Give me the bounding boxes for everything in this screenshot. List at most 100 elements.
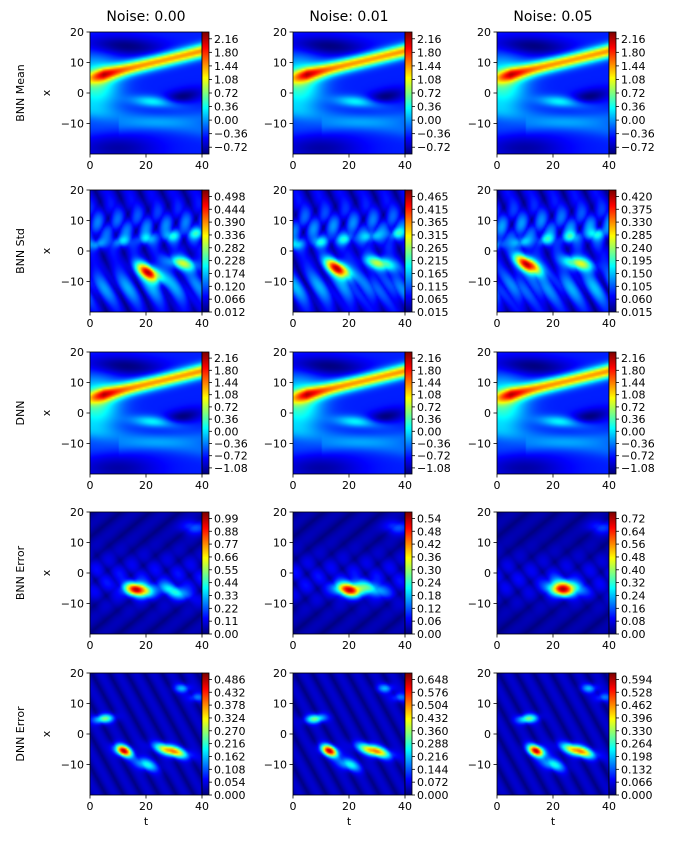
colorbar-tick-label: 0.264	[621, 738, 653, 751]
y-tick-label: 10	[70, 215, 84, 228]
x-tick-label: 40	[398, 159, 412, 172]
colorbar-tick-label: 0.215	[417, 255, 449, 268]
colorbar-tick-label: 0.228	[214, 255, 246, 268]
x-tick-label: 0	[494, 639, 501, 652]
y-axis-label: x	[40, 409, 53, 416]
y-tick-label: 20	[273, 346, 287, 359]
x-tick-label: 0	[290, 800, 297, 813]
colorbar-tick-label: 0.390	[214, 216, 246, 229]
x-tick-label: 40	[398, 317, 412, 330]
heatmap-image	[90, 352, 202, 474]
colorbar-tick-label: 0.115	[417, 280, 449, 293]
colorbar-tick-label: 0.270	[214, 725, 246, 738]
y-tick-label: 20	[477, 26, 491, 39]
heatmap-panel: 20 10 0 −10 0 20 40 x 2.161.801.441.080.720.360.…	[40, 26, 248, 172]
x-tick-label: 0	[494, 800, 501, 813]
colorbar-tick-label: 0.72	[621, 87, 646, 100]
colorbar-tick-label: 0.22	[214, 602, 239, 615]
colorbar-tick-label: 0.528	[621, 686, 653, 699]
colorbar-tick-label: −0.36	[214, 438, 248, 451]
colorbar-tick-label: −0.36	[417, 128, 451, 141]
y-tick-label: 10	[70, 537, 84, 550]
x-tick-label: 20	[546, 317, 560, 330]
colorbar-tick-label: 0.375	[621, 203, 653, 216]
colorbar-frame	[404, 672, 413, 796]
y-tick-label: 20	[273, 184, 287, 197]
heatmap-image	[90, 673, 202, 795]
column-title: Noise: 0.05	[513, 9, 592, 25]
colorbar-tick-label: 0.420	[621, 190, 653, 203]
colorbar-tick-label: 0.00	[417, 114, 442, 127]
colorbar-tick-label: 0.12	[417, 602, 442, 615]
y-tick-label: 10	[477, 215, 491, 228]
colorbar-tick-label: −0.36	[621, 438, 655, 451]
row-label: BNN Error	[14, 545, 27, 600]
column-title: Noise: 0.00	[106, 9, 185, 25]
x-tick-label: 40	[195, 159, 209, 172]
colorbar-tick-label: 2.16	[214, 352, 239, 365]
x-tick-label: 20	[139, 479, 153, 492]
colorbar-tick-label: 0.55	[214, 564, 239, 577]
x-tick-label: 0	[494, 317, 501, 330]
colorbar-tick-label: 0.462	[621, 699, 653, 712]
colorbar-tick-label: 1.44	[417, 377, 442, 390]
colorbar-tick-label: 0.08	[621, 615, 646, 628]
colorbar-tick-label: 0.44	[214, 577, 239, 590]
colorbar-tick-label: 0.36	[621, 101, 646, 114]
heatmap-image	[90, 512, 202, 634]
colorbar-tick-label: 0.594	[621, 673, 653, 686]
heatmap-image	[497, 673, 609, 795]
colorbar-tick-label: 0.066	[214, 293, 246, 306]
y-tick-label: −10	[264, 438, 287, 451]
colorbar-tick-label: 2.16	[621, 352, 646, 365]
y-axis-label: x	[40, 247, 53, 254]
colorbar-tick-label: −0.72	[621, 141, 655, 154]
y-tick-label: −10	[468, 598, 491, 611]
colorbar-tick-label: −1.08	[417, 462, 451, 475]
colorbar-tick-label: 0.015	[417, 306, 449, 319]
colorbar-frame	[201, 672, 210, 796]
y-tick-label: −10	[264, 598, 287, 611]
x-tick-label: 0	[494, 159, 501, 172]
colorbar-tick-label: 2.16	[417, 352, 442, 365]
y-tick-label: −10	[468, 276, 491, 289]
x-tick-label: 40	[195, 479, 209, 492]
row-label: DNN	[14, 401, 27, 426]
x-tick-label: 0	[87, 479, 94, 492]
y-tick-label: 0	[484, 87, 491, 100]
colorbar-tick-label: 0.72	[214, 87, 239, 100]
colorbar-frame	[201, 511, 210, 635]
colorbar-tick-label: 0.00	[214, 425, 239, 438]
heatmap-image	[293, 190, 405, 312]
colorbar	[405, 32, 412, 154]
colorbar-tick-label: 0.48	[621, 551, 646, 564]
y-tick-label: −10	[61, 118, 84, 131]
colorbar-tick-label: 0.108	[214, 763, 246, 776]
colorbar	[405, 512, 412, 634]
colorbar-tick-label: 0.240	[621, 242, 653, 255]
x-tick-label: 20	[342, 639, 356, 652]
y-tick-label: 10	[273, 215, 287, 228]
x-tick-label: 20	[546, 159, 560, 172]
colorbar-tick-label: 0.30	[417, 564, 442, 577]
colorbar-frame	[608, 511, 617, 635]
colorbar	[202, 190, 209, 312]
colorbar-tick-label: 0.504	[417, 699, 449, 712]
colorbar-tick-label: 0.00	[417, 425, 442, 438]
y-tick-label: 10	[477, 57, 491, 70]
colorbar	[609, 673, 616, 795]
colorbar-tick-label: 0.465	[417, 190, 449, 203]
colorbar-frame	[201, 189, 210, 313]
colorbar-frame	[404, 351, 413, 475]
y-tick-label: 10	[477, 698, 491, 711]
x-tick-label: 40	[195, 317, 209, 330]
heatmap-panel: 20 10 0 −10 0 20 40 2.161.801.441.080.720.360.0…	[264, 26, 451, 172]
colorbar-tick-label: 1.08	[417, 389, 442, 402]
y-tick-label: −10	[468, 118, 491, 131]
y-tick-label: 20	[70, 184, 84, 197]
colorbar-tick-label: 0.444	[214, 203, 246, 216]
colorbar-tick-label: 0.576	[417, 686, 449, 699]
y-tick-label: 0	[280, 245, 287, 258]
